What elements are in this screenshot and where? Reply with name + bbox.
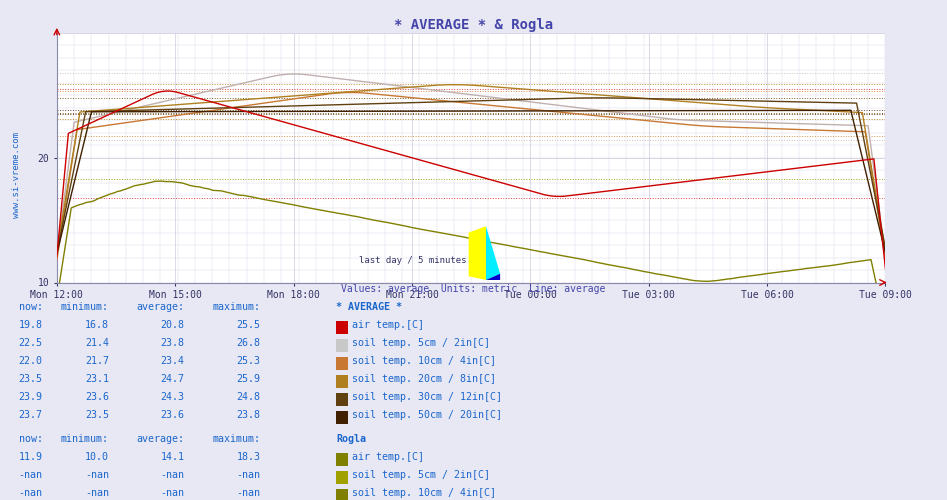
Text: 25.9: 25.9 — [237, 374, 260, 384]
Text: -nan: -nan — [19, 470, 43, 480]
Text: air temp.[C]: air temp.[C] — [352, 320, 424, 330]
Text: 23.4: 23.4 — [161, 356, 185, 366]
Text: now:: now: — [19, 434, 43, 444]
Text: average:: average: — [136, 434, 185, 444]
Text: www.si-vreme.com: www.si-vreme.com — [12, 132, 22, 218]
Polygon shape — [486, 274, 500, 280]
Text: now:: now: — [19, 302, 43, 312]
Text: maximum:: maximum: — [212, 434, 260, 444]
Text: * AVERAGE * & Rogla: * AVERAGE * & Rogla — [394, 18, 553, 32]
Text: 23.7: 23.7 — [19, 410, 43, 420]
Text: 18.3: 18.3 — [237, 452, 260, 462]
Text: 25.3: 25.3 — [237, 356, 260, 366]
Text: 23.5: 23.5 — [85, 410, 109, 420]
Text: maximum:: maximum: — [212, 302, 260, 312]
Text: -nan: -nan — [161, 470, 185, 480]
Text: soil temp. 10cm / 4in[C]: soil temp. 10cm / 4in[C] — [352, 488, 496, 498]
Text: minimum:: minimum: — [61, 434, 109, 444]
Text: Values: average  Units: metric  Line: average: Values: average Units: metric Line: aver… — [341, 284, 606, 294]
Text: * AVERAGE *: * AVERAGE * — [336, 302, 402, 312]
Text: -nan: -nan — [85, 470, 109, 480]
Text: -nan: -nan — [161, 488, 185, 498]
Polygon shape — [469, 226, 486, 280]
Text: soil temp. 30cm / 12in[C]: soil temp. 30cm / 12in[C] — [352, 392, 502, 402]
Text: 23.8: 23.8 — [237, 410, 260, 420]
Text: 16.8: 16.8 — [85, 320, 109, 330]
Text: 21.7: 21.7 — [85, 356, 109, 366]
Text: -nan: -nan — [237, 488, 260, 498]
Text: soil temp. 5cm / 2in[C]: soil temp. 5cm / 2in[C] — [352, 338, 491, 348]
Text: 23.8: 23.8 — [161, 338, 185, 348]
Text: 26.8: 26.8 — [237, 338, 260, 348]
Text: 24.3: 24.3 — [161, 392, 185, 402]
Text: 19.8: 19.8 — [19, 320, 43, 330]
Text: soil temp. 5cm / 2in[C]: soil temp. 5cm / 2in[C] — [352, 470, 491, 480]
Text: soil temp. 50cm / 20in[C]: soil temp. 50cm / 20in[C] — [352, 410, 502, 420]
Text: 25.5: 25.5 — [237, 320, 260, 330]
Text: 23.6: 23.6 — [85, 392, 109, 402]
Text: 22.0: 22.0 — [19, 356, 43, 366]
Text: -nan: -nan — [237, 470, 260, 480]
Text: -nan: -nan — [85, 488, 109, 498]
Text: Rogla: Rogla — [336, 434, 366, 444]
Text: 23.1: 23.1 — [85, 374, 109, 384]
Text: 20.8: 20.8 — [161, 320, 185, 330]
Text: last day / 5 minutes: last day / 5 minutes — [359, 256, 467, 265]
Text: air temp.[C]: air temp.[C] — [352, 452, 424, 462]
Text: -nan: -nan — [19, 488, 43, 498]
Text: 23.5: 23.5 — [19, 374, 43, 384]
Text: 11.9: 11.9 — [19, 452, 43, 462]
Text: 23.9: 23.9 — [19, 392, 43, 402]
Text: average:: average: — [136, 302, 185, 312]
Text: 10.0: 10.0 — [85, 452, 109, 462]
Text: soil temp. 10cm / 4in[C]: soil temp. 10cm / 4in[C] — [352, 356, 496, 366]
Text: soil temp. 20cm / 8in[C]: soil temp. 20cm / 8in[C] — [352, 374, 496, 384]
Polygon shape — [486, 226, 500, 280]
Text: 24.7: 24.7 — [161, 374, 185, 384]
Text: 22.5: 22.5 — [19, 338, 43, 348]
Text: 24.8: 24.8 — [237, 392, 260, 402]
Text: 14.1: 14.1 — [161, 452, 185, 462]
Text: 21.4: 21.4 — [85, 338, 109, 348]
Text: 23.6: 23.6 — [161, 410, 185, 420]
Text: minimum:: minimum: — [61, 302, 109, 312]
